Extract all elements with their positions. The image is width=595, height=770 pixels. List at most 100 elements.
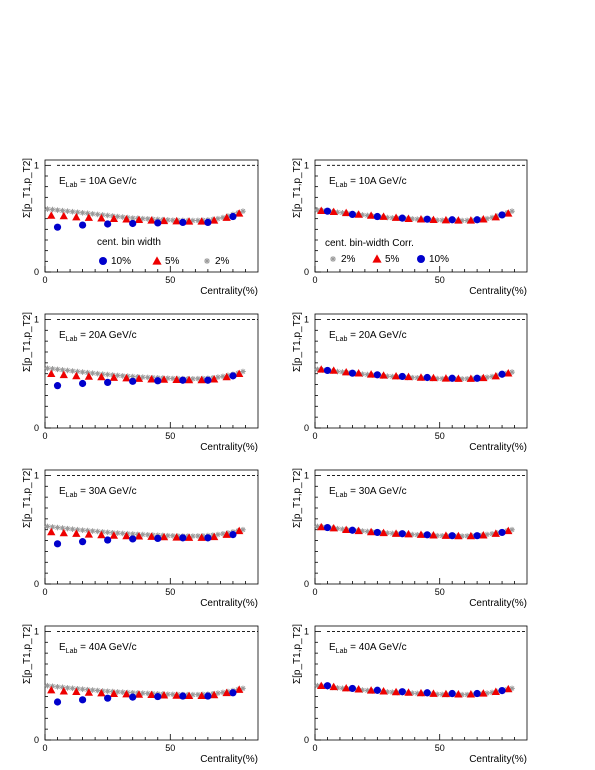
data-point [220, 689, 226, 696]
x-axis-label: Centrality(%) [200, 598, 258, 609]
data-point [129, 535, 137, 543]
data-point [466, 374, 476, 382]
data-point [170, 532, 176, 539]
data-point [509, 208, 515, 214]
data-point [147, 375, 156, 383]
data-point [204, 692, 212, 700]
data-point [97, 688, 106, 697]
x-axis-ticks [44, 266, 246, 272]
data-point [109, 373, 119, 381]
data-point [109, 529, 116, 536]
data-point [489, 531, 495, 537]
data-point [84, 688, 93, 696]
data-point [124, 530, 131, 537]
data-point [72, 687, 81, 695]
data-point [409, 531, 416, 538]
series-5pct [317, 206, 513, 224]
x-tick-label: 0 [42, 743, 47, 753]
data-point [334, 525, 341, 532]
data-point [384, 689, 391, 695]
data-point [97, 530, 106, 539]
data-point [104, 212, 111, 219]
x-axis-ticks [314, 422, 515, 428]
x-axis-label: Centrality(%) [200, 286, 258, 297]
x-axis-ticks [44, 422, 246, 428]
energy-label: ELab = 40A GeV/c [329, 642, 407, 655]
data-point [359, 371, 366, 377]
data-point [79, 527, 86, 533]
data-point [53, 223, 62, 231]
data-point [94, 211, 101, 218]
data-point [210, 690, 219, 699]
data-point [454, 531, 463, 540]
data-point [348, 369, 357, 377]
data-point [409, 216, 416, 222]
data-point [53, 382, 62, 390]
legend-marker [372, 254, 382, 263]
data-point [84, 369, 91, 376]
legend-marker [99, 257, 107, 265]
data-point [416, 373, 426, 381]
data-point [329, 207, 338, 216]
y-tick-label: 0 [34, 579, 39, 589]
data-point [154, 692, 162, 701]
data-point [220, 531, 226, 537]
data-point [439, 532, 445, 539]
energy-label: ELab = 10A GeV/c [329, 176, 407, 189]
data-point [429, 689, 438, 697]
x-tick-label: 50 [435, 743, 445, 753]
data-point [129, 377, 137, 385]
data-point [147, 690, 156, 699]
data-point [89, 370, 96, 376]
data-point [74, 526, 81, 533]
x-axis-ticks [44, 578, 246, 584]
data-point [339, 526, 346, 532]
data-point [47, 527, 56, 536]
data-point [317, 206, 326, 214]
data-point [104, 536, 112, 544]
legend: cent. bin width 10% 5% 2% [97, 237, 230, 267]
data-point [404, 529, 413, 538]
data-point [49, 683, 56, 690]
data-point [373, 212, 381, 221]
energy-label: ELab = 20A GeV/c [59, 330, 137, 343]
y-tick-label: 0 [304, 579, 309, 589]
plot-frame [314, 469, 528, 585]
data-point [491, 212, 500, 221]
data-point [59, 687, 68, 695]
data-point [479, 689, 488, 697]
data-point [197, 217, 206, 225]
x-axis-ticks [314, 734, 515, 740]
y-axis-label: Σ[p_T1,p_T2] [22, 312, 33, 372]
series-10pct [323, 207, 506, 224]
data-point [184, 375, 194, 384]
data-point [59, 207, 66, 214]
data-point [329, 523, 338, 532]
data-point [195, 217, 201, 224]
data-point [72, 212, 81, 221]
data-point [414, 690, 421, 697]
series-5pct [47, 369, 244, 384]
energy-label-sub: Lab [336, 492, 348, 499]
data-point [439, 691, 445, 698]
data-point [379, 212, 388, 220]
data-point [104, 694, 112, 702]
x-tick-label: 50 [165, 275, 175, 285]
energy-label-prefix: E [329, 486, 336, 497]
data-point [49, 524, 56, 530]
series-10pct [53, 372, 237, 390]
y-tick-label: 1 [304, 160, 309, 170]
data-point [389, 215, 396, 221]
data-point [122, 689, 131, 698]
panel-row4-right: 0 1 0 50 Centrality(%) Σ[p_T1,p_T2] ELab = 40A… [292, 624, 528, 765]
data-point [317, 681, 326, 690]
panel-row1-left: 0 1 0 50 Centrality(%) Σ[p_T1,p_T2] ELab = 10A… [22, 158, 259, 297]
data-point [434, 217, 441, 223]
data-point [197, 691, 206, 700]
data-point [379, 528, 388, 537]
data-point [89, 211, 96, 217]
data-point [78, 379, 87, 388]
panel-row2-left: 0 1 0 50 Centrality(%) Σ[p_T1,p_T2] ELab = 20A… [22, 312, 259, 453]
data-point [384, 373, 391, 380]
panel-row2-right: 0 1 0 50 Centrality(%) Σ[p_T1,p_T2] ELab = 20A… [292, 312, 528, 453]
